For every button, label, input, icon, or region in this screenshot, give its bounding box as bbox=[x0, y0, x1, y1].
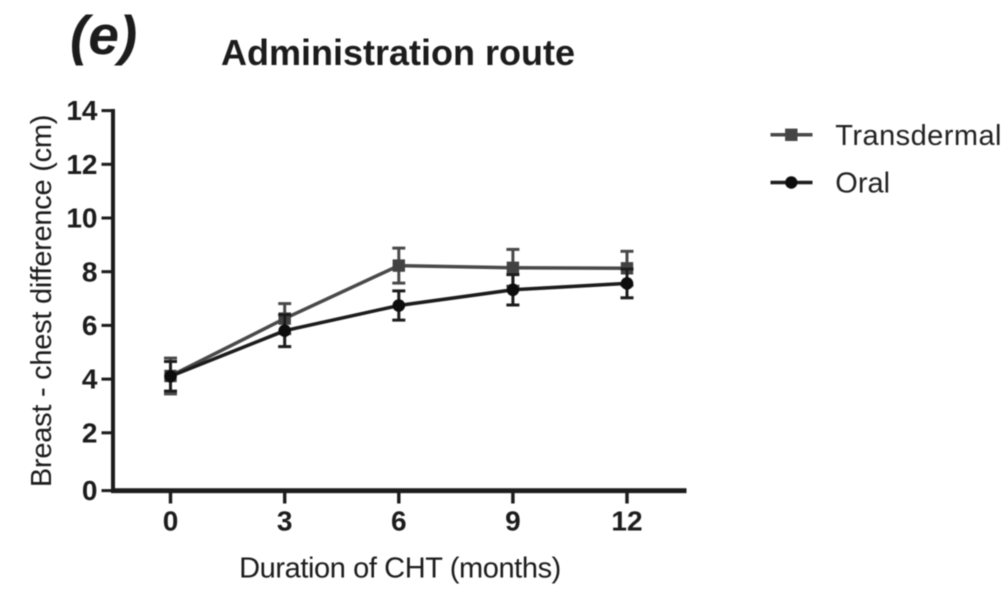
svg-text:0: 0 bbox=[163, 506, 179, 537]
svg-text:0: 0 bbox=[82, 475, 98, 506]
svg-text:6: 6 bbox=[391, 506, 407, 537]
svg-text:14: 14 bbox=[66, 95, 98, 126]
svg-text:10: 10 bbox=[66, 203, 97, 234]
svg-text:6: 6 bbox=[82, 310, 98, 341]
svg-text:Breast - chest difference (cm): Breast - chest difference (cm) bbox=[26, 115, 58, 487]
svg-text:12: 12 bbox=[66, 149, 97, 180]
svg-text:Administration route: Administration route bbox=[221, 32, 575, 73]
svg-text:8: 8 bbox=[82, 256, 98, 287]
svg-text:Duration of CHT (months): Duration of CHT (months) bbox=[239, 553, 561, 585]
svg-text:3: 3 bbox=[277, 506, 293, 537]
svg-text:(e): (e) bbox=[70, 4, 137, 66]
svg-text:9: 9 bbox=[505, 506, 521, 537]
svg-text:Oral: Oral bbox=[835, 168, 890, 200]
svg-text:4: 4 bbox=[82, 364, 98, 395]
svg-text:2: 2 bbox=[82, 417, 98, 448]
svg-text:Transdermal: Transdermal bbox=[835, 120, 1002, 152]
svg-text:12: 12 bbox=[611, 506, 642, 537]
